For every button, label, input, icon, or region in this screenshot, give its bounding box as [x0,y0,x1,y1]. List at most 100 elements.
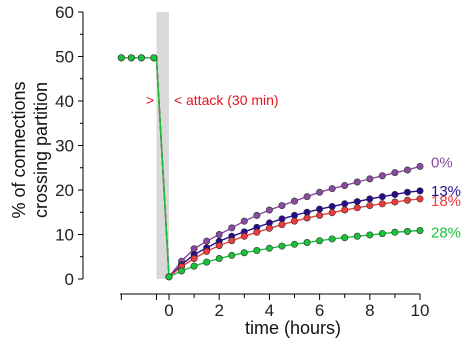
data-point [265,224,273,232]
x-tick-label: 0 [164,301,173,320]
series-label-28pct: 28% [431,224,461,241]
data-point [378,193,386,201]
data-point [117,54,125,62]
data-point [203,237,211,245]
data-point [303,208,311,216]
attack-right-marker: < [174,92,182,108]
data-point [240,249,248,257]
data-point [328,209,336,217]
data-point [178,267,186,275]
data-point [316,237,324,245]
data-point [190,262,198,270]
data-point [341,234,349,242]
y-tick-label: 20 [55,181,74,200]
data-point [278,221,286,229]
series-label-18pct: 18% [431,193,461,210]
x-tick-label: 6 [315,301,324,320]
data-point [265,206,273,214]
data-point [303,193,311,201]
data-point [278,215,286,223]
data-point [240,232,248,240]
data-point [416,195,424,203]
data-point [303,239,311,247]
data-point [203,247,211,255]
data-point [316,188,324,196]
data-point [290,217,298,225]
data-point [316,211,324,219]
data-point [366,202,374,210]
data-point [391,169,399,177]
data-point [353,204,361,212]
x-tick-label: 4 [265,301,274,320]
y-tick-label: 50 [55,48,74,67]
x-tick-label: 2 [214,301,223,320]
attack-left-marker: > [146,92,154,108]
data-point [290,240,298,248]
data-point [416,187,424,195]
data-point [215,242,223,250]
data-point [403,188,411,196]
axes: 0 10 20 30 40 50 60 0 2 4 6 8 10 [55,3,429,320]
data-point [391,190,399,198]
data-point [303,214,311,222]
attack-annotation: attack (30 min) [186,92,279,108]
data-point [328,202,336,210]
data-point [278,242,286,250]
data-point [391,198,399,206]
y-tick-label: 40 [55,92,74,111]
data-point [150,54,158,62]
data-point [165,273,173,281]
series-label-0pct: 0% [431,154,453,171]
data-point [403,166,411,174]
data-point [328,185,336,193]
data-point [391,228,399,236]
data-point [353,232,361,240]
series-28pct [117,54,424,281]
data-point [278,202,286,210]
series-group [117,54,424,281]
data-point [416,162,424,170]
data-point [253,228,261,236]
y-tick-label: 0 [65,270,74,289]
data-point [378,200,386,208]
data-point [228,251,236,259]
x-axis-title: time (hours) [245,318,341,338]
data-point [290,197,298,205]
data-point [253,211,261,219]
data-point [190,245,198,253]
data-point [328,235,336,243]
data-point [416,226,424,234]
data-point [137,54,145,62]
data-point [215,231,223,239]
series-labels: 0% 13%18% 28% [431,154,461,241]
data-point [290,211,298,219]
data-point [366,195,374,203]
data-point [127,54,135,62]
data-point [341,200,349,208]
data-point [366,231,374,239]
data-point [341,182,349,190]
y-tick-label: 30 [55,137,74,156]
data-point [403,227,411,235]
data-point [265,244,273,252]
y-tick-label: 10 [55,226,74,245]
data-point [240,217,248,225]
data-point [253,247,261,255]
y-axis-title-line-1: % of connections [9,81,29,218]
data-point [316,205,324,213]
data-point [366,175,374,183]
y-tick-label: 60 [55,3,74,22]
data-point [403,196,411,204]
x-tick-label: 10 [411,301,430,320]
data-point [378,230,386,238]
y-axis-title-line-2: crossing partition [31,82,51,218]
data-point [353,198,361,206]
data-point [215,255,223,263]
data-point [190,255,198,263]
data-point [353,178,361,186]
series-label-13pct: 13% [431,183,461,200]
data-point [203,258,211,266]
data-point [341,206,349,214]
data-point [228,224,236,232]
